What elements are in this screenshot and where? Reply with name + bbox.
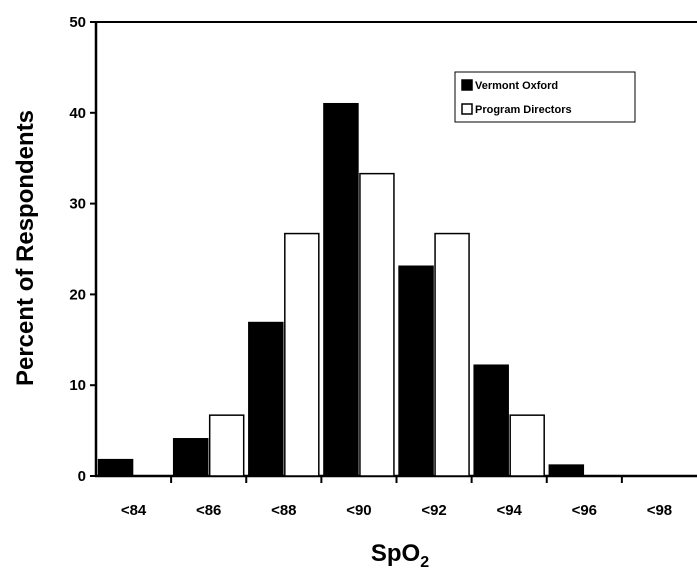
- bar-vermont-oxford: [398, 265, 434, 477]
- x-axis-title-main: SpO: [371, 540, 420, 567]
- y-tick-label: 20: [69, 286, 86, 303]
- bar-vermont-oxford: [97, 458, 134, 477]
- y-tick-label: 0: [78, 468, 86, 485]
- x-tick-label: <94: [496, 502, 522, 519]
- x-axis-title: SpO2: [371, 540, 429, 571]
- bar-vermont-oxford: [473, 364, 509, 477]
- y-axis-title: Percent of Respondents: [12, 110, 39, 386]
- y-tick-label: 30: [69, 196, 86, 213]
- y-tick-label: 10: [69, 377, 86, 394]
- legend-label-vermont-oxford: Vermont Oxford: [475, 80, 558, 92]
- y-tick-labels: 0 10 20 30 40 50: [69, 14, 86, 485]
- x-tick-labels: <84 <86 <88 <90 <92 <94 <96 <98: [121, 502, 672, 519]
- bar-vermont-oxford: [248, 321, 284, 477]
- x-tick-label: <92: [421, 502, 446, 519]
- x-tick-label: <98: [647, 502, 672, 519]
- x-tick-label: <88: [271, 502, 296, 519]
- x-tick-label: <84: [121, 502, 147, 519]
- bar-program-directors: [284, 232, 320, 477]
- legend-frame: [454, 71, 636, 123]
- y-tick-label: 40: [69, 105, 86, 122]
- legend: Vermont Oxford Program Directors: [454, 71, 636, 123]
- x-tick-label: <90: [346, 502, 371, 519]
- legend-label-program-directors: Program Directors: [475, 104, 572, 116]
- bar-vermont-oxford: [548, 464, 585, 477]
- bars: [97, 102, 585, 477]
- legend-swatch-vermont-oxford: [461, 79, 473, 91]
- legend-swatch-program-directors: [461, 103, 473, 115]
- bar-program-directors: [509, 414, 545, 477]
- x-tick-label: <96: [572, 502, 597, 519]
- bar-vermont-oxford: [323, 102, 359, 477]
- x-axis-title-subscript: 2: [420, 554, 429, 571]
- bar-vermont-oxford: [172, 438, 209, 477]
- bar-program-directors: [434, 232, 470, 477]
- y-tick-label: 50: [69, 14, 86, 31]
- bar-program-directors: [208, 414, 245, 477]
- x-tick-label: <86: [196, 502, 221, 519]
- bar-program-directors: [359, 172, 395, 477]
